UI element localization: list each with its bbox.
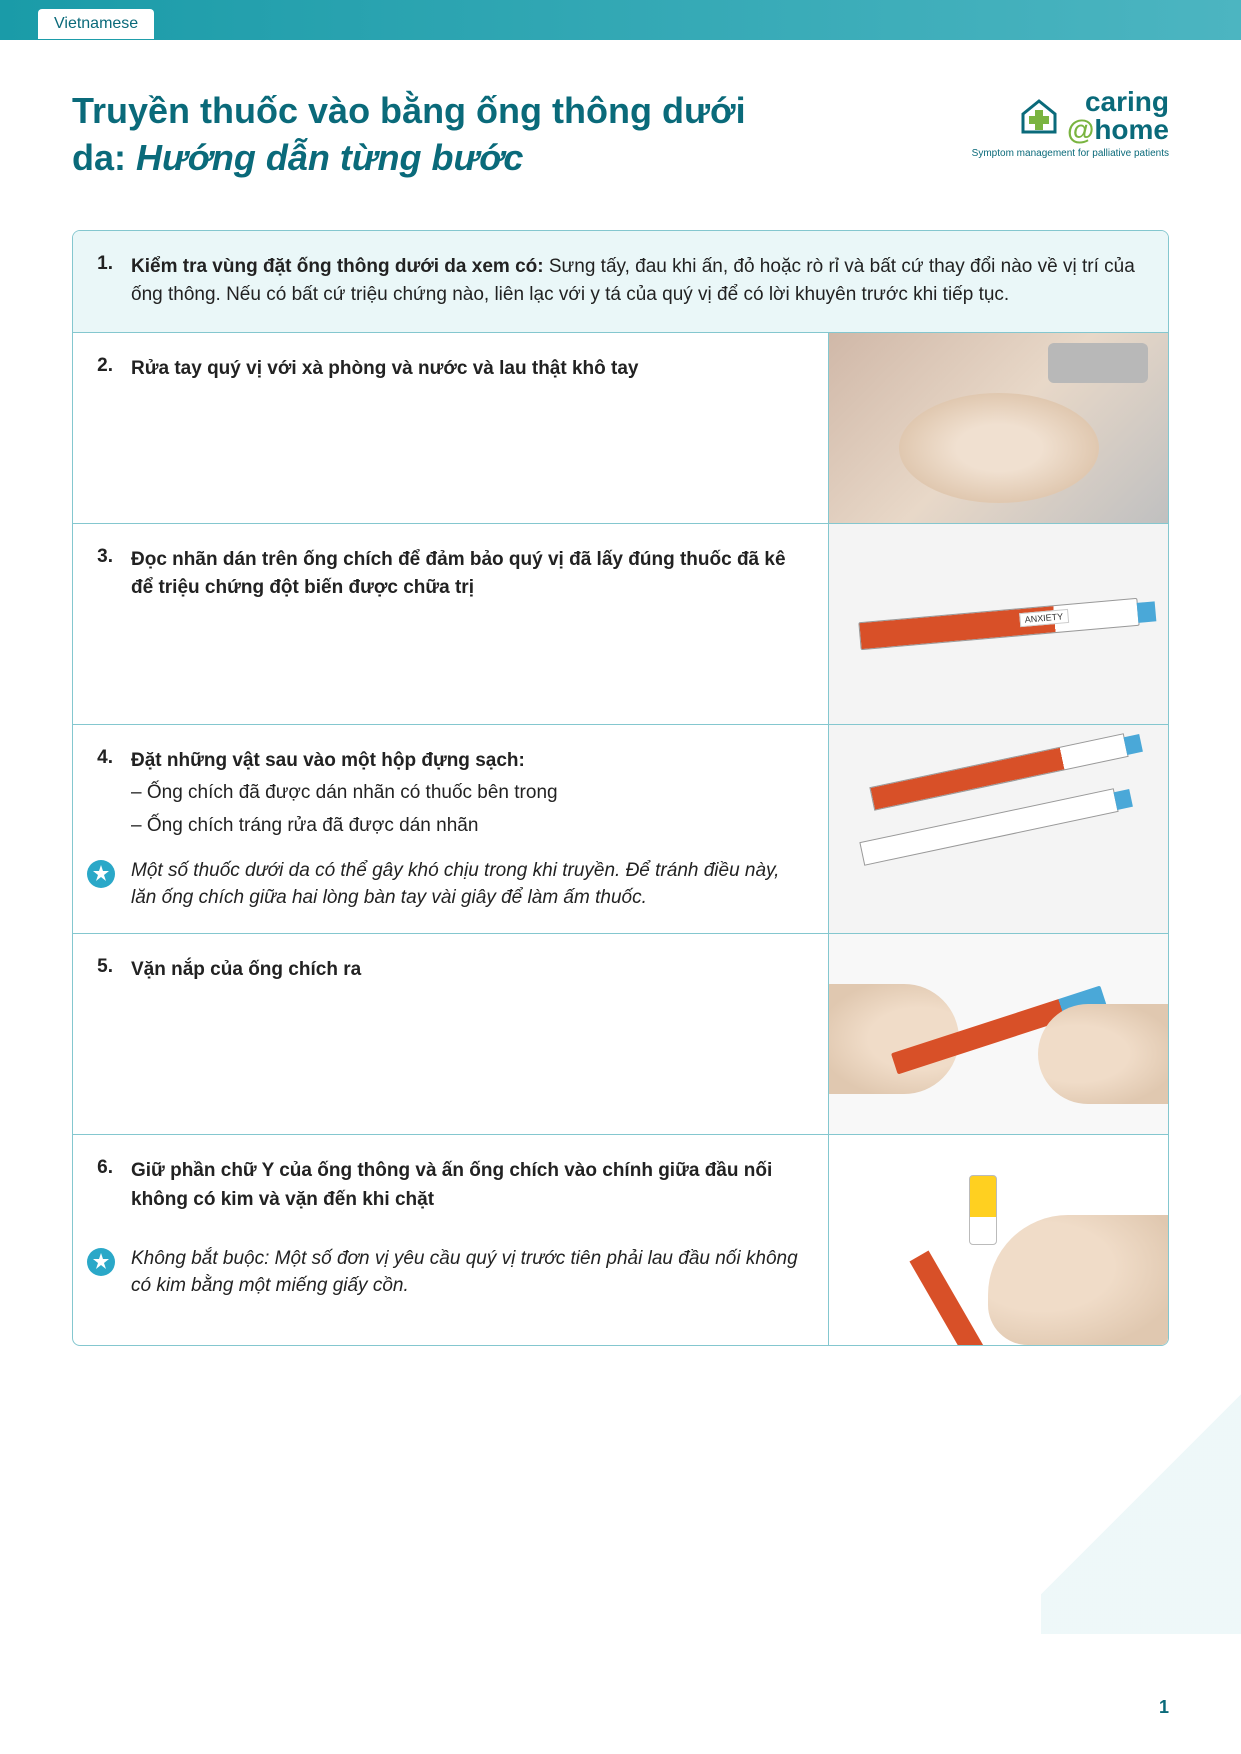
step-body: Đọc nhãn dán trên ống chích để đảm bảo q… <box>131 546 804 702</box>
step-text: 3. Đọc nhãn dán trên ống chích để đảm bả… <box>73 524 828 724</box>
step-body: Đặt những vật sau vào một hộp đựng sạch:… <box>131 747 804 912</box>
brand-word2: home <box>1094 114 1169 145</box>
star-icon <box>87 1248 115 1276</box>
step-text: 5. Vặn nắp của ống chích ra <box>73 934 828 1134</box>
house-cross-icon <box>1019 98 1059 134</box>
title-block: Truyền thuốc vào bằng ống thông dưới da:… <box>72 88 746 182</box>
step-number: 1. <box>73 253 131 310</box>
step-image: ANXIETY <box>828 524 1168 724</box>
title-line2-italic: Hướng dẫn từng bước <box>136 137 523 178</box>
twist-cap-illustration <box>829 934 1168 1134</box>
top-bar: Vietnamese <box>0 0 1241 40</box>
step-row: 5. Vặn nắp của ống chích ra <box>73 934 1168 1135</box>
syringe-illustration: ANXIETY <box>829 524 1168 724</box>
step-number: 5. <box>73 956 131 1112</box>
step-bold: Đọc nhãn dán trên ống chích để đảm bảo q… <box>131 549 786 599</box>
step-tip: Một số thuốc dưới da có thể gây khó chịu… <box>87 858 804 911</box>
page-title: Truyền thuốc vào bằng ống thông dưới da:… <box>72 88 746 182</box>
tip-text: Một số thuốc dưới da có thể gây khó chịu… <box>131 858 804 911</box>
step-image <box>828 725 1168 934</box>
brand-word1: caring <box>1085 86 1169 117</box>
connector-shape <box>969 1175 997 1245</box>
hand-shape <box>1038 1004 1168 1104</box>
brand-text: caring @home <box>1067 88 1169 144</box>
language-tab: Vietnamese <box>38 9 154 39</box>
title-row: Truyền thuốc vào bằng ống thông dưới da:… <box>72 88 1169 182</box>
step-text: 1. Kiểm tra vùng đặt ống thông dưới da x… <box>73 231 1168 332</box>
connector-illustration <box>829 1135 1168 1345</box>
step-body: Vặn nắp của ống chích ra <box>131 956 804 1112</box>
step-body: Giữ phần chữ Y của ống thông và ấn ống c… <box>131 1157 804 1323</box>
step-row: 1. Kiểm tra vùng đặt ống thông dưới da x… <box>73 231 1168 333</box>
step-number: 3. <box>73 546 131 702</box>
steps-container: 1. Kiểm tra vùng đặt ống thông dưới da x… <box>72 230 1169 1347</box>
page-number: 1 <box>1159 1697 1169 1718</box>
step-subline: – Ống chích tráng rửa đã được dán nhãn <box>131 812 804 841</box>
step-image <box>828 1135 1168 1345</box>
step-row: 6. Giữ phần chữ Y của ống thông và ấn ốn… <box>73 1135 1168 1345</box>
step-bold: Kiểm tra vùng đặt ống thông dưới da xem … <box>131 256 544 277</box>
step-row: 4. Đặt những vật sau vào một hộp đựng sạ… <box>73 725 1168 935</box>
two-syringes-illustration <box>829 725 1168 934</box>
step-image <box>828 934 1168 1134</box>
step-body: Kiểm tra vùng đặt ống thông dưới da xem … <box>131 253 1144 310</box>
page-content: Truyền thuốc vào bằng ống thông dưới da:… <box>0 40 1241 1386</box>
step-bold: Đặt những vật sau vào một hộp đựng sạch: <box>131 750 525 771</box>
brand-tagline: Symptom management for palliative patien… <box>972 148 1169 159</box>
step-bold: Vặn nắp của ống chích ra <box>131 959 361 980</box>
step-tip: Không bắt buộc: Một số đơn vị yêu cầu qu… <box>87 1246 804 1299</box>
tip-text: Không bắt buộc: Một số đơn vị yêu cầu qu… <box>131 1246 804 1299</box>
step-text: 2. Rửa tay quý vị với xà phòng và nước v… <box>73 333 828 523</box>
step-image <box>828 333 1168 523</box>
brand-logo: caring @home Symptom management for pall… <box>972 88 1169 159</box>
step-body: Rửa tay quý vị với xà phòng và nước và l… <box>131 355 804 501</box>
step-subline: – Ống chích đã được dán nhãn có thuốc bê… <box>131 779 804 808</box>
step-bold: Rửa tay quý vị với xà phòng và nước và l… <box>131 358 639 379</box>
step-row: 3. Đọc nhãn dán trên ống chích để đảm bả… <box>73 524 1168 725</box>
star-icon <box>87 860 115 888</box>
title-line1: Truyền thuốc vào bằng ống thông dưới <box>72 90 746 131</box>
title-line2-prefix: da: <box>72 137 136 178</box>
hand-shape <box>988 1215 1168 1345</box>
step-text: 6. Giữ phần chữ Y của ống thông và ấn ốn… <box>73 1135 828 1345</box>
step-number: 2. <box>73 355 131 501</box>
brand-at: @ <box>1067 114 1094 145</box>
step-text: 4. Đặt những vật sau vào một hộp đựng sạ… <box>73 725 828 934</box>
step-bold: Giữ phần chữ Y của ống thông và ấn ống c… <box>131 1160 772 1210</box>
syringe-shape: ANXIETY <box>858 597 1139 649</box>
syringe-label: ANXIETY <box>1019 609 1069 627</box>
step-row: 2. Rửa tay quý vị với xà phòng và nước v… <box>73 333 1168 524</box>
hands-washing-illustration <box>829 333 1168 523</box>
